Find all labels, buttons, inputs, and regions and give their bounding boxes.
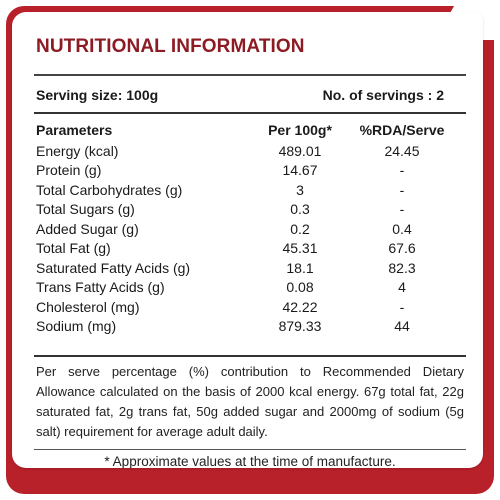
rda-note: Per serve percentage (%) contribution to… xyxy=(36,364,464,439)
row-per-100g: 45.31 xyxy=(282,240,318,257)
serving-size: Serving size: 100g xyxy=(36,87,159,103)
row-rda: 24.45 xyxy=(384,142,420,159)
row-label: Cholesterol (mg) xyxy=(36,298,140,315)
table-row: Saturated Fatty Acids (g) 18.1 82.3 xyxy=(36,258,448,278)
row-label: Total Sugars (g) xyxy=(36,201,135,218)
table-row: Sodium (mg) 879.33 44 xyxy=(36,317,448,337)
row-rda: - xyxy=(399,298,405,315)
row-rda: - xyxy=(399,201,405,218)
nutrition-label: NUTRITIONAL INFORMATION Serving size: 10… xyxy=(12,12,483,468)
row-label: Trans Fatty Acids (g) xyxy=(36,279,165,296)
table-row: Trans Fatty Acids (g) 0.08 4 xyxy=(36,278,448,298)
row-per-100g: 0.2 xyxy=(290,220,310,237)
row-rda: 67.6 xyxy=(388,240,416,257)
row-per-100g: 0.3 xyxy=(290,201,310,218)
row-label: Saturated Fatty Acids (g) xyxy=(36,259,191,276)
table-row: Added Sugar (g) 0.2 0.4 xyxy=(36,219,448,239)
table-row: Protein (g) 14.67 - xyxy=(36,161,448,181)
row-label: Protein (g) xyxy=(36,162,102,179)
row-rda: 0.4 xyxy=(392,220,412,237)
header-per-100g: Per 100g* xyxy=(268,122,332,138)
table-row: Total Sugars (g) 0.3 - xyxy=(36,200,448,220)
row-rda: 4 xyxy=(398,279,406,296)
row-per-100g: 42.22 xyxy=(282,298,318,315)
servings-count: No. of servings : 2 xyxy=(322,87,444,103)
row-per-100g: 18.1 xyxy=(286,259,314,276)
row-rda: - xyxy=(399,181,405,198)
row-rda: - xyxy=(399,162,405,179)
row-label: Total Fat (g) xyxy=(36,240,111,257)
row-label: Energy (kcal) xyxy=(36,142,119,159)
title-divider xyxy=(34,74,466,76)
row-label: Total Carbohydrates (g) xyxy=(36,181,183,198)
nutrition-table: Parameters Per 100g* %RDA/Serve Energy (… xyxy=(36,119,448,336)
row-label: Sodium (mg) xyxy=(36,318,117,335)
label-title: NUTRITIONAL INFORMATION xyxy=(36,36,305,57)
row-label: Added Sugar (g) xyxy=(36,220,139,237)
table-row: Cholesterol (mg) 42.22 - xyxy=(36,297,448,317)
row-per-100g: 0.08 xyxy=(286,279,314,296)
row-per-100g: 489.01 xyxy=(278,142,322,159)
note-divider xyxy=(34,449,466,450)
table-row: Total Carbohydrates (g) 3 - xyxy=(36,180,448,200)
table-header-row: Parameters Per 100g* %RDA/Serve xyxy=(36,119,448,141)
row-per-100g: 3 xyxy=(296,181,304,198)
table-row: Total Fat (g) 45.31 67.6 xyxy=(36,239,448,259)
row-rda: 82.3 xyxy=(388,259,416,276)
table-row: Energy (kcal) 489.01 24.45 xyxy=(36,141,448,161)
row-per-100g: 879.33 xyxy=(278,318,322,335)
serving-divider xyxy=(34,112,466,114)
serving-info: Serving size: 100g No. of servings : 2 xyxy=(36,87,466,103)
row-per-100g: 14.67 xyxy=(282,162,318,179)
approximate-values-footnote: * Approximate values at the time of manu… xyxy=(104,454,396,468)
row-rda: 44 xyxy=(394,318,410,335)
header-rda: %RDA/Serve xyxy=(359,122,445,138)
header-parameters: Parameters xyxy=(36,122,113,138)
table-divider xyxy=(34,355,466,357)
